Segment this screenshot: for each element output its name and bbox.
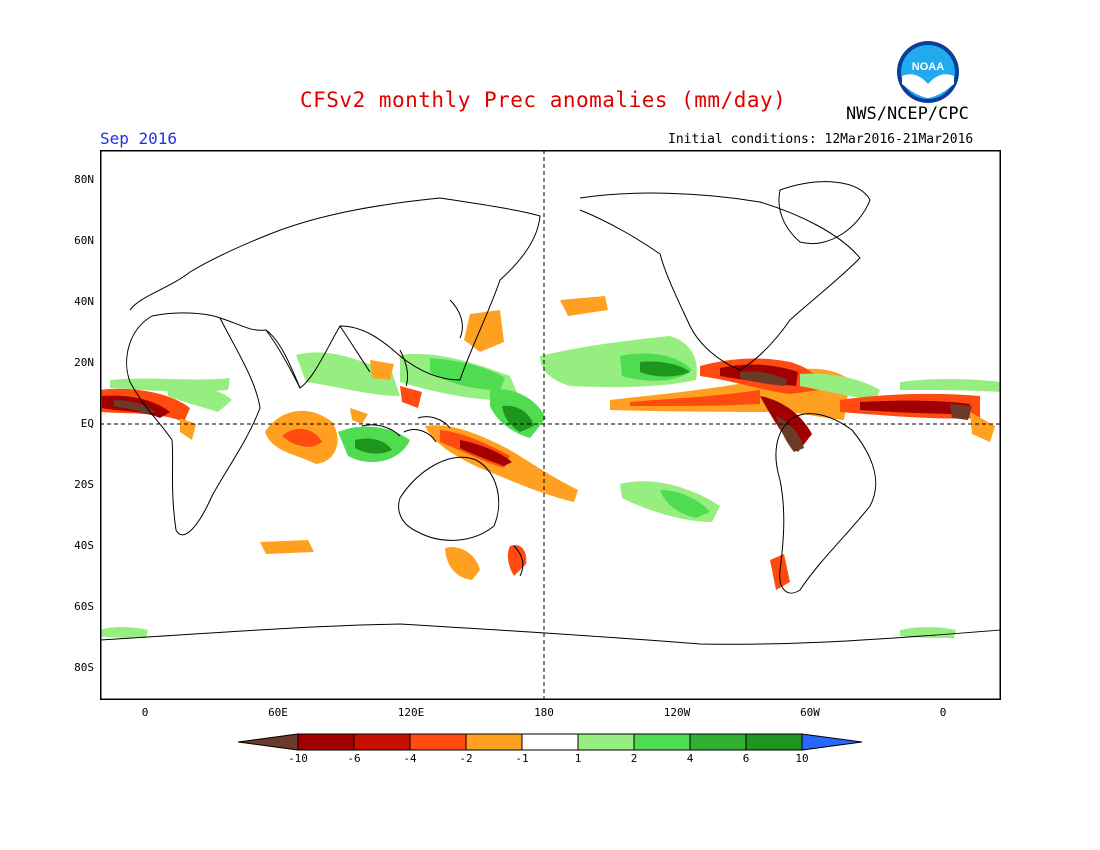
colorbar-over-arrow [801, 733, 862, 751]
lon-label: 0 [141, 706, 149, 719]
agency-label: NWS/NCEP/CPC [846, 104, 969, 124]
colorbar-bin [521, 733, 579, 751]
lat-label: 60N [74, 234, 94, 247]
colorbar-bin [409, 733, 467, 751]
colorbar-label: 6 [742, 752, 750, 765]
lat-label: 60S [74, 600, 94, 613]
colorbar-label: -1 [515, 752, 529, 765]
colorbar [238, 733, 862, 751]
lat-label: 80N [74, 173, 94, 186]
colorbar-bin [689, 733, 747, 751]
lon-label: 0 [939, 706, 947, 719]
lat-label: 40N [74, 295, 94, 308]
colorbar-bin [577, 733, 635, 751]
colorbar-under-arrow [238, 733, 299, 751]
lon-label: 180 [534, 706, 554, 719]
lon-label: 120E [397, 706, 425, 719]
colorbar-bin [353, 733, 411, 751]
anomaly-fields [100, 296, 1001, 638]
lat-label: 20S [74, 478, 94, 491]
noaa-logo-text: NOAA [912, 61, 944, 73]
initial-conditions: Initial conditions: 12Mar2016-21Mar2016 [668, 132, 974, 147]
colorbar-label: 2 [630, 752, 638, 765]
colorbar-label: -2 [459, 752, 473, 765]
coastlines [100, 181, 1001, 645]
lat-label: 80S [74, 661, 94, 674]
colorbar-bin [297, 733, 355, 751]
lon-label: 120W [663, 706, 691, 719]
precip-anomaly-map [100, 150, 1001, 700]
colorbar-label: -6 [347, 752, 361, 765]
lat-label: EQ [80, 417, 94, 430]
chart-title: CFSv2 monthly Prec anomalies (mm/day) [300, 88, 787, 112]
colorbar-label: 4 [686, 752, 694, 765]
colorbar-label: 1 [574, 752, 582, 765]
colorbar-bin [633, 733, 691, 751]
colorbar-label: 10 [795, 752, 809, 765]
colorbar-label: -4 [403, 752, 417, 765]
noaa-logo-icon: NOAA [896, 40, 960, 108]
lat-label: 40S [74, 539, 94, 552]
map-frame [100, 150, 1001, 700]
lon-label: 60E [268, 706, 288, 719]
forecast-month: Sep 2016 [100, 129, 178, 148]
lon-label: 60W [800, 706, 820, 719]
colorbar-bin [745, 733, 803, 751]
colorbar-label: -10 [288, 752, 308, 765]
colorbar-bin [465, 733, 523, 751]
lat-label: 20N [74, 356, 94, 369]
